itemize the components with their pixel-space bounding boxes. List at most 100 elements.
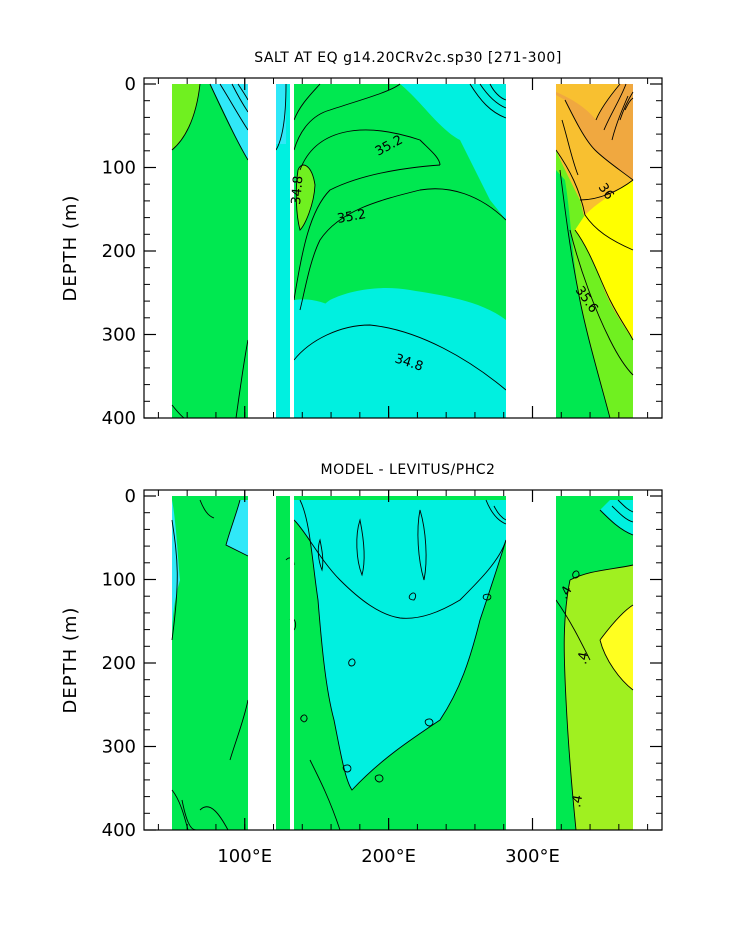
top-fill-region: [172, 84, 200, 150]
top-contour-line: [235, 339, 249, 419]
bottom-contour-line: [374, 774, 384, 783]
bottom-x-ticks: 100°E 200°E 300°E: [157, 490, 649, 867]
y-tick-label: 0: [125, 486, 136, 507]
bottom-title: MODEL - LEVITUS/PHC2: [321, 462, 496, 478]
bottom-contour-line: [348, 658, 356, 667]
top-contour-line: [231, 83, 249, 113]
bottom-contour-line: [225, 499, 249, 557]
bottom-fill-region: [226, 500, 248, 556]
top-fill-region: [276, 84, 290, 418]
bottom-contour-line: [300, 714, 308, 723]
bottom-contour-line: [199, 806, 229, 831]
top-contours: [171, 83, 634, 419]
bottom-contour-line: [408, 592, 417, 601]
y-tick-label: 200: [102, 241, 136, 262]
top-fill-region: [556, 84, 633, 180]
top-contour-line: [479, 83, 507, 109]
top-contour-line: [171, 404, 185, 419]
panel-top: SALT AT EQ g14.20CRv2c.sp30 [271-300]: [60, 50, 663, 429]
top-fill-region: [575, 180, 633, 340]
contour-label: .4: [575, 651, 592, 666]
bottom-fill-region: [172, 496, 248, 830]
top-land-mask: [506, 84, 556, 418]
bottom-fill-region: [564, 565, 633, 830]
top-contour-line: [559, 169, 611, 419]
top-land-masks: [248, 84, 556, 418]
top-y-axis-label: DEPTH (m): [60, 195, 81, 302]
bottom-land-mask: [506, 496, 556, 830]
top-contour-line: [237, 83, 249, 101]
bottom-contour-line: [611, 505, 634, 523]
top-fill-region: [172, 84, 248, 418]
y-tick-label: 100: [102, 158, 136, 179]
bottom-contour-line: [599, 604, 634, 641]
top-contour-line: [564, 99, 634, 181]
y-tick-label: 0: [125, 74, 136, 95]
bottom-contour-line: [299, 499, 507, 791]
top-fill-region: [294, 333, 506, 418]
bottom-fill-region: [294, 500, 506, 619]
contour-label: 35.2: [336, 207, 367, 227]
bottom-contour-line: [424, 718, 434, 727]
top-title: SALT AT EQ g14.20CRv2c.sp30 [271-300]: [254, 50, 562, 66]
top-contour-line: [299, 129, 441, 171]
top-contour-line: [171, 83, 201, 151]
bottom-contour-line: [356, 518, 365, 577]
top-contour-line: [624, 97, 634, 111]
top-land-mask: [248, 84, 276, 418]
bottom-contour-line: [417, 509, 427, 581]
bottom-contour-line: [569, 564, 634, 581]
bottom-y-axis-label: DEPTH (m): [60, 607, 81, 714]
top-contour-line: [574, 229, 634, 341]
y-tick-label: 200: [102, 653, 136, 674]
top-fill-region: [210, 84, 248, 160]
bottom-contour-line: [599, 639, 634, 691]
top-contour-line: [489, 83, 507, 101]
top-fill-region: [299, 130, 440, 240]
top-contour-line: [603, 83, 627, 131]
bottom-fill-region: [600, 500, 633, 535]
x-tick-label: 200°E: [361, 846, 416, 867]
bottom-contour-line: [171, 519, 178, 641]
bottom-land-masks: [248, 496, 556, 830]
bottom-land-mask: [248, 496, 276, 830]
contour-label: .4: [569, 794, 586, 809]
top-contour-line: [299, 188, 507, 311]
bottom-contour-line: [482, 593, 492, 601]
bottom-contour-line: [493, 505, 507, 521]
top-contour-line: [209, 83, 249, 161]
bottom-contour-labels: .4 .4 .4: [556, 584, 592, 809]
bottom-contour-line: [317, 538, 324, 572]
bottom-contour-line: [563, 579, 577, 831]
bottom-contour-line: [599, 509, 634, 536]
top-contour-line: [293, 83, 321, 121]
top-contour-line: [275, 83, 287, 151]
bottom-contour-line: [199, 499, 215, 519]
x-tick-label: 300°E: [505, 846, 560, 867]
bottom-contour-line: [555, 599, 591, 661]
bottom-land-mask: [290, 496, 294, 830]
top-contour-line: [561, 119, 579, 176]
y-tick-label: 300: [102, 737, 136, 758]
top-contour-line: [469, 83, 507, 119]
panel-bottom: MODEL - LEVITUS/PHC2: [60, 462, 663, 867]
y-tick-label: 100: [102, 570, 136, 591]
top-contour-line: [293, 164, 441, 301]
bottom-fill-region: [276, 496, 290, 830]
bottom-contour-line: [342, 764, 352, 773]
bottom-contour-line: [309, 759, 341, 831]
bottom-y-ticks: 0 100 200 300 400: [102, 486, 662, 841]
bottom-contour-line: [617, 499, 634, 513]
top-plot-frame: [143, 77, 663, 419]
top-land-mask: [290, 84, 294, 418]
top-fill-region: [276, 84, 286, 144]
top-contour-line: [611, 95, 629, 141]
y-tick-label: 400: [102, 820, 136, 841]
top-contour-line: [595, 83, 621, 121]
bottom-fill-region: [600, 605, 633, 690]
y-tick-label: 300: [102, 325, 136, 346]
top-contour-line: [219, 83, 249, 131]
top-contour-line: [619, 91, 634, 121]
y-tick-label: 400: [102, 408, 136, 429]
